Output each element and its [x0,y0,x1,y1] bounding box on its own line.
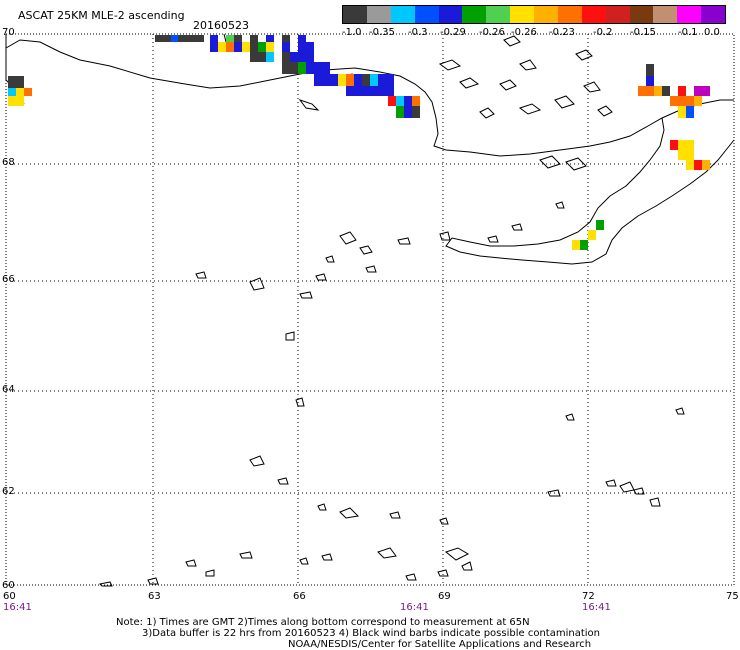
lat-label-70: 70 [2,27,15,38]
colorbar-label: -0.1 [678,27,698,38]
note-line-2: 3)Data buffer is 22 hrs from 20160523 4)… [142,628,600,639]
map-title: ASCAT 25KM MLE-2 ascending [18,9,185,22]
colorbar-label: -0.29 [440,27,466,38]
lat-label-64: 64 [2,384,15,395]
colorbar-swatch [605,6,630,23]
coastline-gulf [445,117,735,265]
lat-label-60: 60 [2,580,15,591]
colorbar-label: -0.26 [511,27,537,38]
colorbar-swatch [629,6,654,23]
lat-label-66: 66 [2,274,15,285]
colorbar-swatch [677,6,702,23]
colorbar-label: -0.15 [630,27,656,38]
map-frame [5,33,735,586]
colorbar-swatch [438,6,463,23]
lon-label-60: 60 [3,591,16,602]
time-label: 16:41 [3,602,32,613]
colorbar-label: -1.0 [342,27,362,38]
lat-label-62: 62 [2,486,15,497]
map-date: 20160523 [193,19,249,32]
colorbar-label: -0.35 [369,27,395,38]
colorbar-swatch [462,6,487,23]
colorbar-swatch [343,6,367,23]
colorbar-swatch [701,6,725,23]
colorbar-swatch [414,6,439,23]
note-line-1: Note: 1) Times are GMT 2)Times along bot… [116,617,530,628]
colorbar-swatch [366,6,391,23]
time-label: 16:41 [582,602,611,613]
colorbar [342,5,726,24]
colorbar-swatch [581,6,606,23]
colorbar-label: -0.26 [479,27,505,38]
coastline-north [5,39,734,157]
graticule [6,34,734,585]
colorbar-swatch [510,6,534,23]
time-label: 16:41 [400,602,429,613]
colorbar-swatch [486,6,511,23]
colorbar-swatch [534,6,558,23]
lat-label-68: 68 [2,157,15,168]
colorbar-label: 0.0 [704,27,720,38]
lon-label-72: 72 [582,591,595,602]
colorbar-label: -0.23 [549,27,575,38]
colorbar-label: -0.2 [593,27,613,38]
colorbar-swatch [557,6,582,23]
ascat-data [8,35,710,250]
lon-label-69: 69 [438,591,451,602]
lon-label-66: 66 [293,591,306,602]
coastline [5,33,735,587]
colorbar-swatch [390,6,415,23]
colorbar-swatch [653,6,678,23]
note-line-3: NOAA/NESDIS/Center for Satellite Applica… [288,639,592,650]
lon-label-75: 75 [726,591,739,602]
lon-label-63: 63 [148,591,161,602]
colorbar-label: -0.3 [408,27,428,38]
